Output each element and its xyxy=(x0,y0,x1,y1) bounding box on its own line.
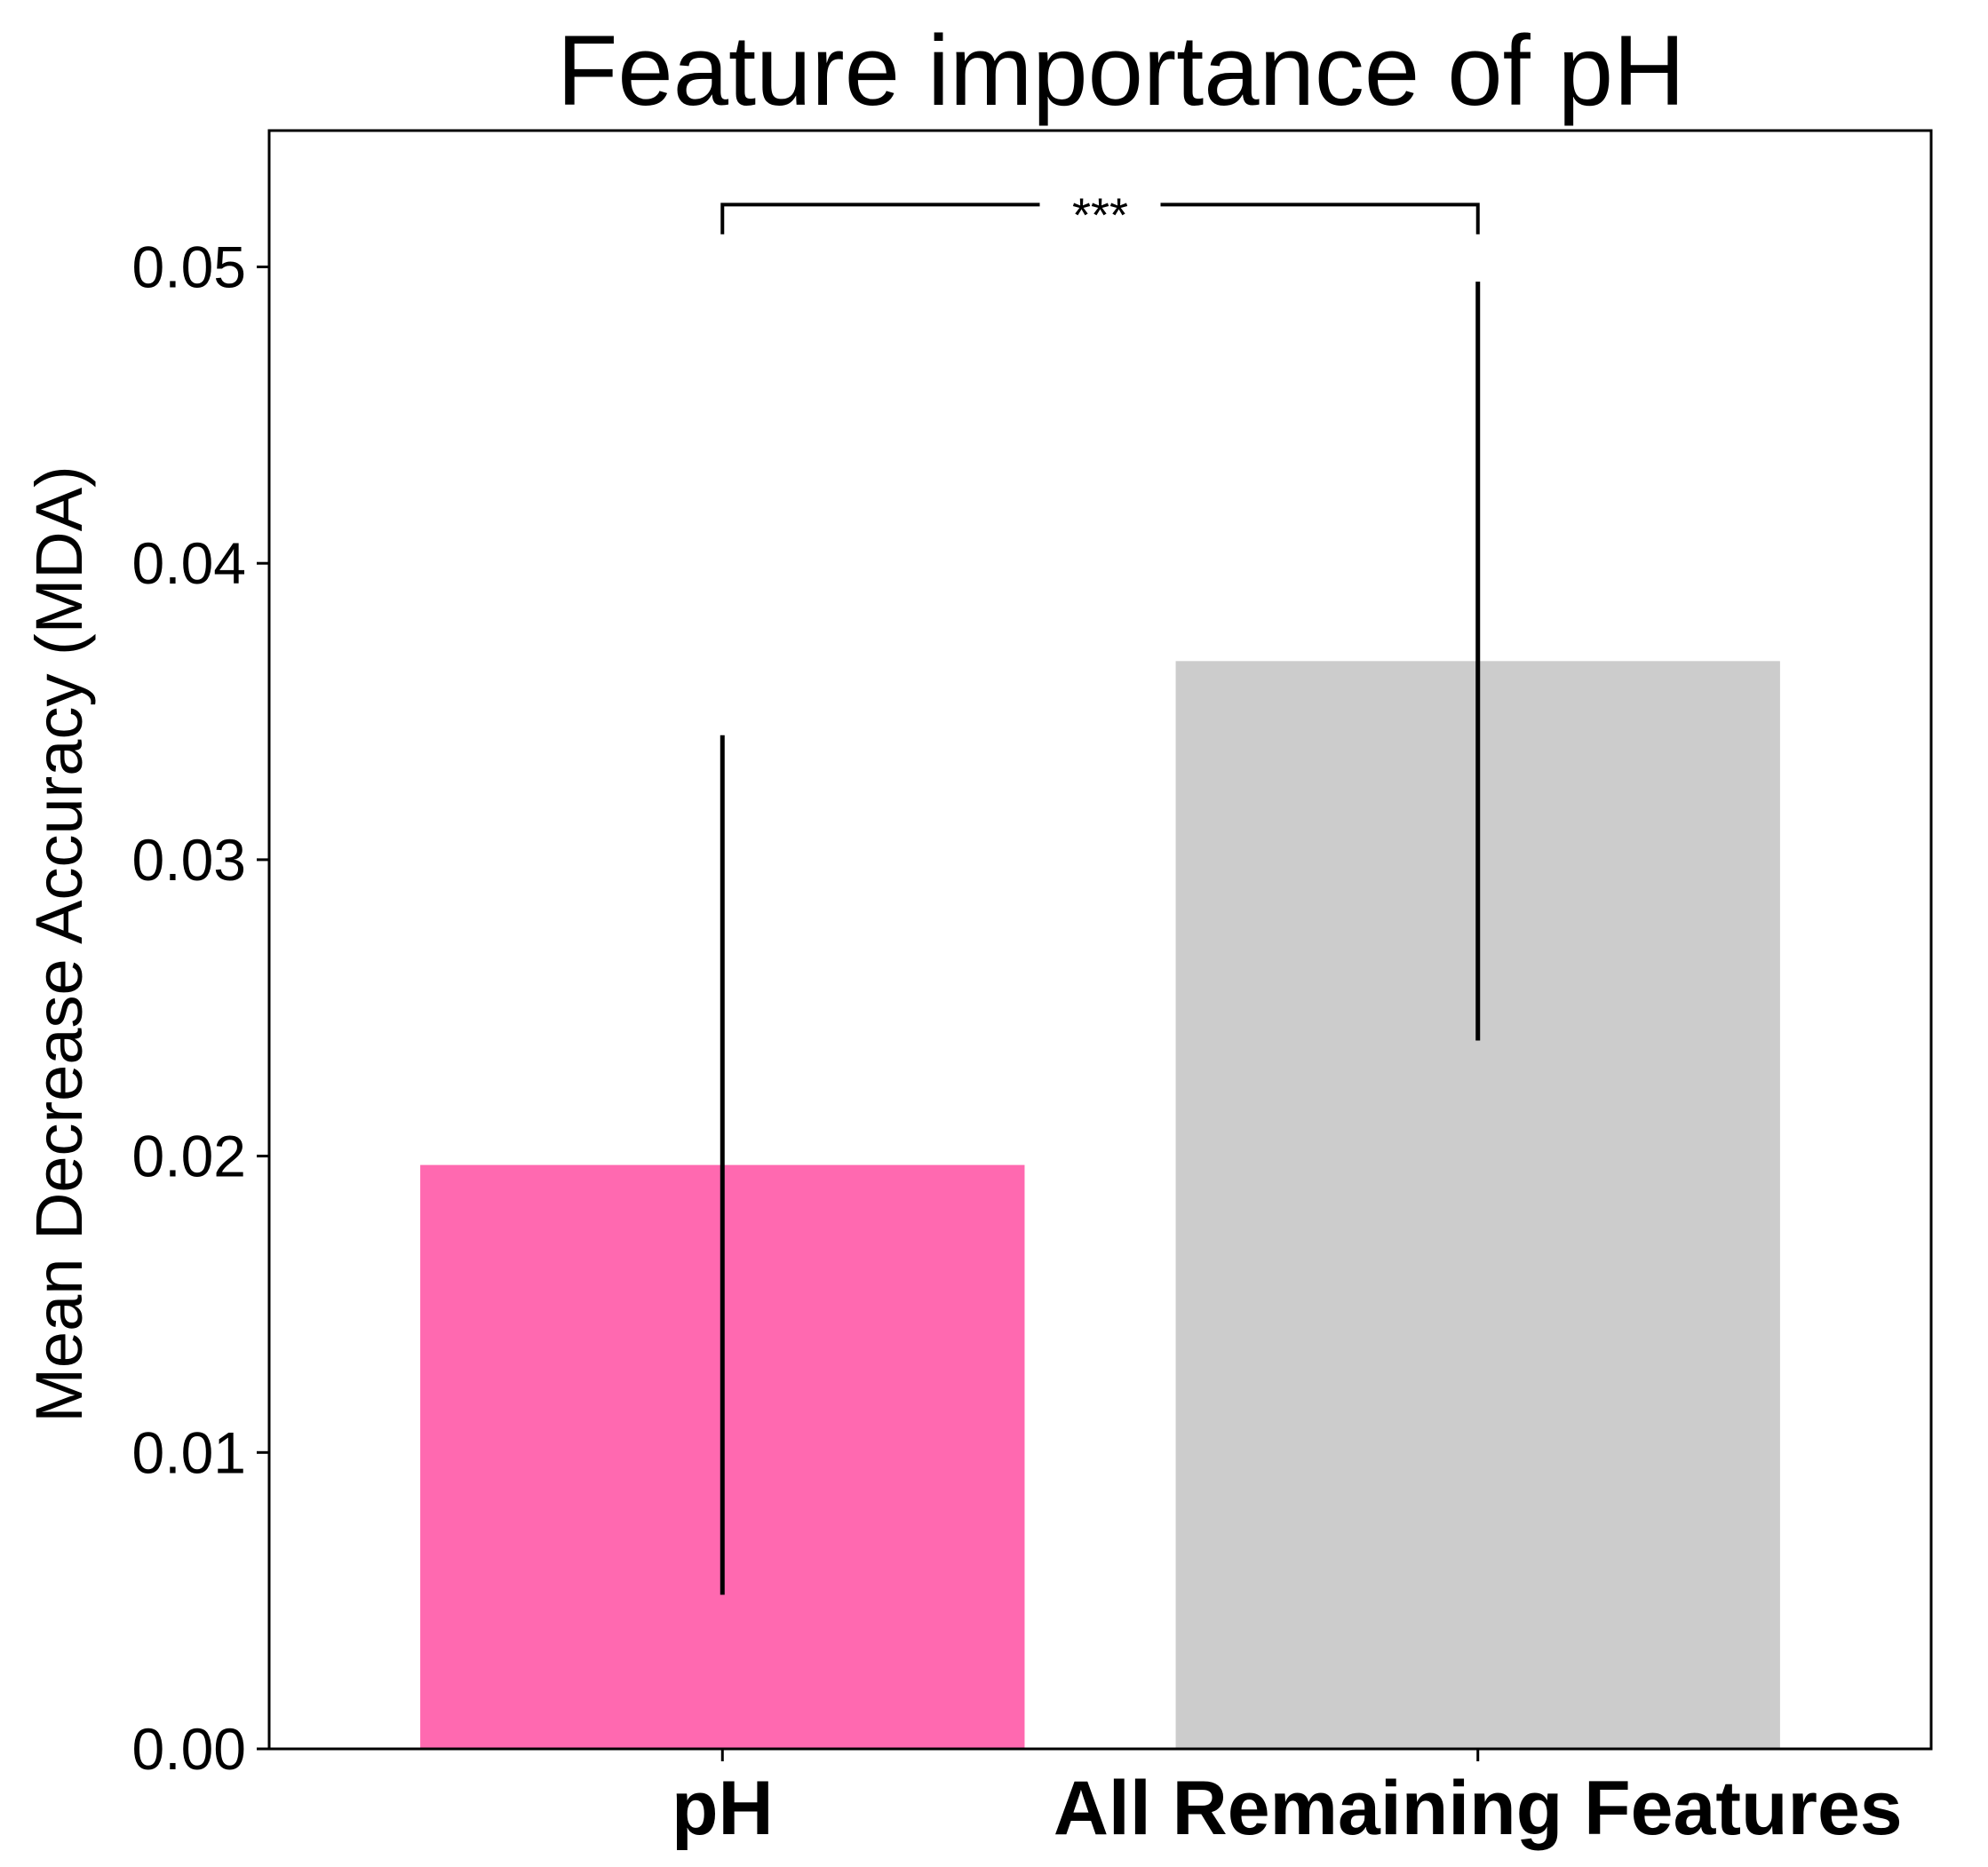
y-axis-ticks: 0.00 0.01 0.02 0.03 0.04 0.05 xyxy=(132,234,269,1782)
y-tick-label: 0.02 xyxy=(132,1124,246,1189)
y-tick-label: 0.00 xyxy=(132,1716,246,1782)
y-axis-label: Mean Decrease Accuracy (MDA) xyxy=(22,465,96,1422)
significance-bracket: *** xyxy=(720,188,1480,242)
plot-frame xyxy=(267,129,1933,1751)
x-axis-ticks: pH All Remaining Features xyxy=(672,1749,1903,1851)
x-tick-label-all-remaining-features: All Remaining Features xyxy=(1054,1766,1903,1851)
significance-bracket-left xyxy=(720,203,1040,234)
x-tick-label-ph: pH xyxy=(672,1766,774,1851)
y-tick-label: 0.04 xyxy=(132,530,246,596)
significance-bracket-right xyxy=(1160,203,1480,234)
error-bars-layer xyxy=(720,282,1481,1595)
chart-title: Feature importance of pH xyxy=(557,15,1685,126)
y-tick-label: 0.05 xyxy=(132,234,246,300)
y-tick-label: 0.03 xyxy=(132,827,246,893)
y-tick-label: 0.01 xyxy=(132,1419,246,1485)
significance-label: *** xyxy=(1072,188,1128,242)
